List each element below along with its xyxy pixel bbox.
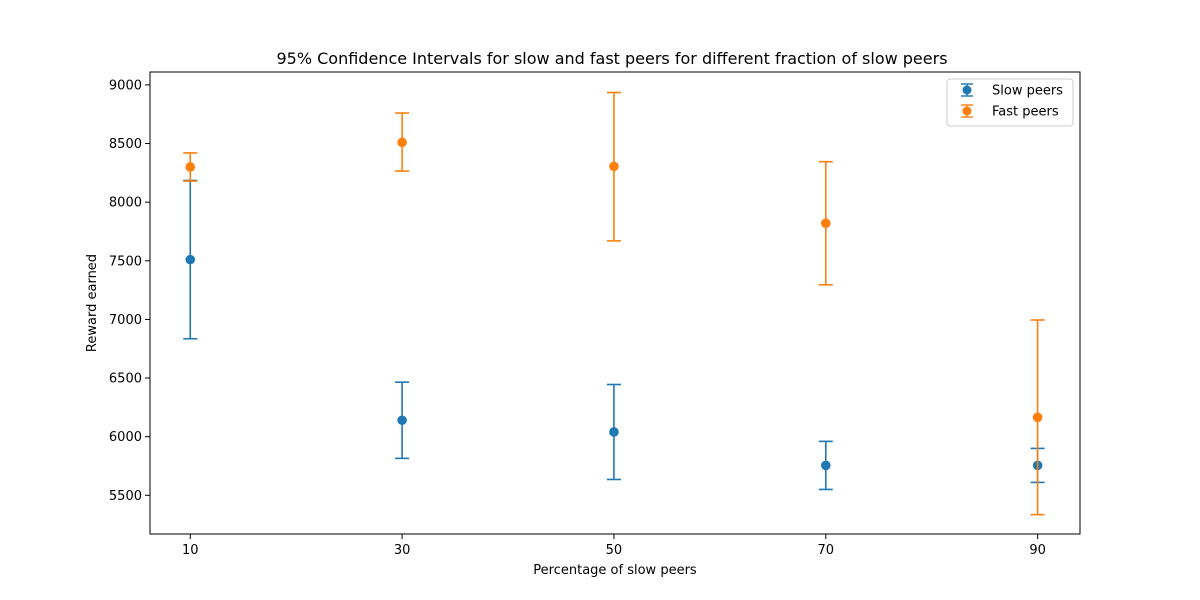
plot-area (183, 91, 1045, 516)
y-tick-label: 7000 (109, 313, 142, 328)
legend-box (946, 78, 1074, 127)
y-tick-label: 5500 (109, 489, 142, 504)
x-axis-label: Percentage of slow peers (533, 563, 697, 578)
data-point (820, 460, 831, 471)
series-slow-peers (183, 179, 1045, 491)
y-axis-label: Reward earned (85, 254, 100, 352)
x-tick-label: 90 (1029, 543, 1046, 558)
data-point (820, 218, 831, 229)
data-point (609, 427, 619, 437)
y-tick-label: 9000 (109, 78, 142, 93)
data-point (609, 161, 619, 172)
x-axis: 10 30 50 70 90 (182, 534, 1046, 558)
data-point (397, 137, 407, 148)
legend-marker (962, 106, 972, 116)
legend-label: Fast peers (992, 105, 1059, 120)
x-tick-label: 50 (606, 543, 623, 558)
y-axis: 5500 6000 6500 7000 7500 8000 8500 9000 (109, 78, 150, 504)
y-tick-label: 6000 (109, 430, 142, 445)
data-point (185, 254, 196, 265)
x-tick-label: 10 (182, 543, 199, 558)
plot-frame (149, 71, 1081, 535)
x-tick-label: 70 (818, 543, 835, 558)
y-tick-label: 8000 (109, 196, 142, 211)
data-point (1032, 412, 1043, 423)
legend-marker (962, 85, 972, 95)
y-tick-label: 8500 (109, 137, 142, 152)
x-tick-label: 30 (394, 543, 411, 558)
y-tick-label: 7500 (109, 254, 142, 269)
legend: Slow peers Fast peers (946, 78, 1074, 127)
legend-label: Slow peers (992, 84, 1063, 99)
series-fast-peers (183, 91, 1045, 516)
chart-title: 95% Confidence Intervals for slow and fa… (276, 49, 947, 68)
data-point (185, 162, 196, 172)
data-point (397, 415, 407, 426)
y-tick-label: 6500 (109, 372, 142, 387)
